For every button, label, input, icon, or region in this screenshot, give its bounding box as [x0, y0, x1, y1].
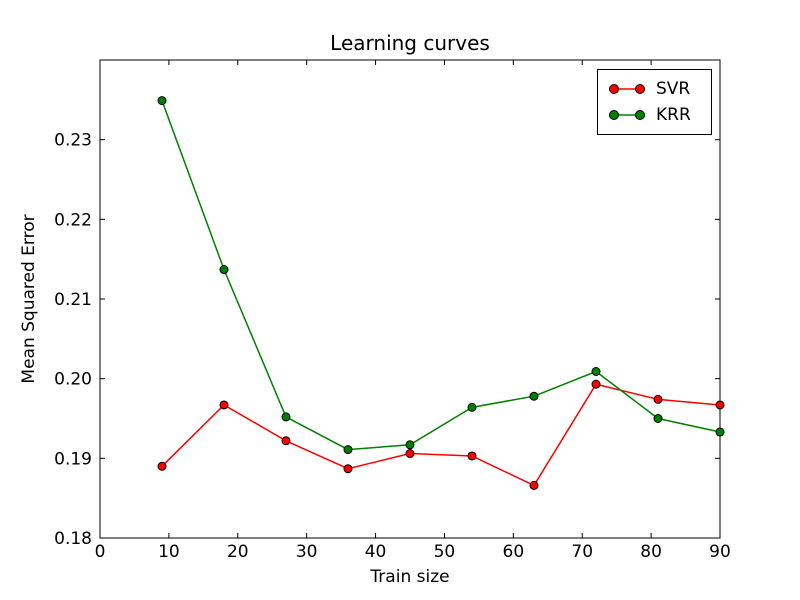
legend-entry-svr: SVR [607, 78, 711, 99]
legend-label-krr: KRR [656, 104, 691, 125]
x-tick-label: 10 [158, 542, 180, 562]
series-marker-svr [715, 400, 725, 410]
series-marker-svr [343, 464, 353, 474]
y-tick-label: 0.19 [54, 449, 92, 469]
series-marker-krr [529, 391, 539, 401]
x-tick-label: 80 [640, 542, 662, 562]
legend-sample-marker [635, 110, 645, 120]
x-tick-label: 20 [227, 542, 249, 562]
series-marker-svr [467, 451, 477, 461]
y-tick-label: 0.22 [54, 210, 92, 230]
x-tick-label: 60 [503, 542, 525, 562]
y-tick-label: 0.21 [54, 290, 92, 310]
legend-sample-marker [635, 84, 645, 94]
series-marker-svr [281, 436, 291, 446]
series-marker-krr [157, 96, 167, 106]
series-marker-svr [529, 480, 539, 490]
chart-title: Learning curves [330, 31, 490, 55]
legend-sample-marker [609, 84, 619, 94]
series-marker-svr [653, 394, 663, 404]
x-axis-label: Train size [370, 567, 450, 587]
series-marker-svr [219, 400, 229, 410]
y-tick-label: 0.23 [54, 131, 92, 151]
x-tick-label: 50 [434, 542, 456, 562]
y-axis-label: Mean Squared Error [19, 214, 39, 384]
series-marker-krr [715, 427, 725, 437]
series-marker-krr [653, 414, 663, 423]
x-tick-label: 0 [95, 542, 106, 562]
legend-line-sample-krr [609, 110, 645, 120]
x-tick-label: 30 [296, 542, 318, 562]
x-tick-label: 40 [365, 542, 387, 562]
legend-label-svr: SVR [656, 78, 691, 99]
series-marker-svr [157, 461, 167, 471]
legend-sample-marker [609, 110, 619, 120]
series-line-krr [161, 100, 721, 451]
series-marker-svr [591, 379, 601, 389]
series-marker-krr [467, 402, 477, 412]
x-tick-label: 90 [709, 542, 731, 562]
series-marker-krr [281, 412, 291, 422]
y-tick-label: 0.20 [54, 370, 92, 390]
series-marker-krr [219, 265, 229, 275]
legend: SVR KRR [597, 69, 712, 135]
series-marker-krr [591, 366, 601, 376]
series-marker-krr [405, 440, 415, 450]
x-tick-label: 70 [571, 542, 593, 562]
series-line-svr [161, 383, 721, 487]
series-marker-svr [405, 449, 415, 459]
legend-line-sample-svr [609, 84, 645, 94]
legend-entry-krr: KRR [607, 104, 711, 125]
y-tick-label: 0.18 [54, 529, 92, 549]
series-marker-krr [343, 445, 353, 455]
